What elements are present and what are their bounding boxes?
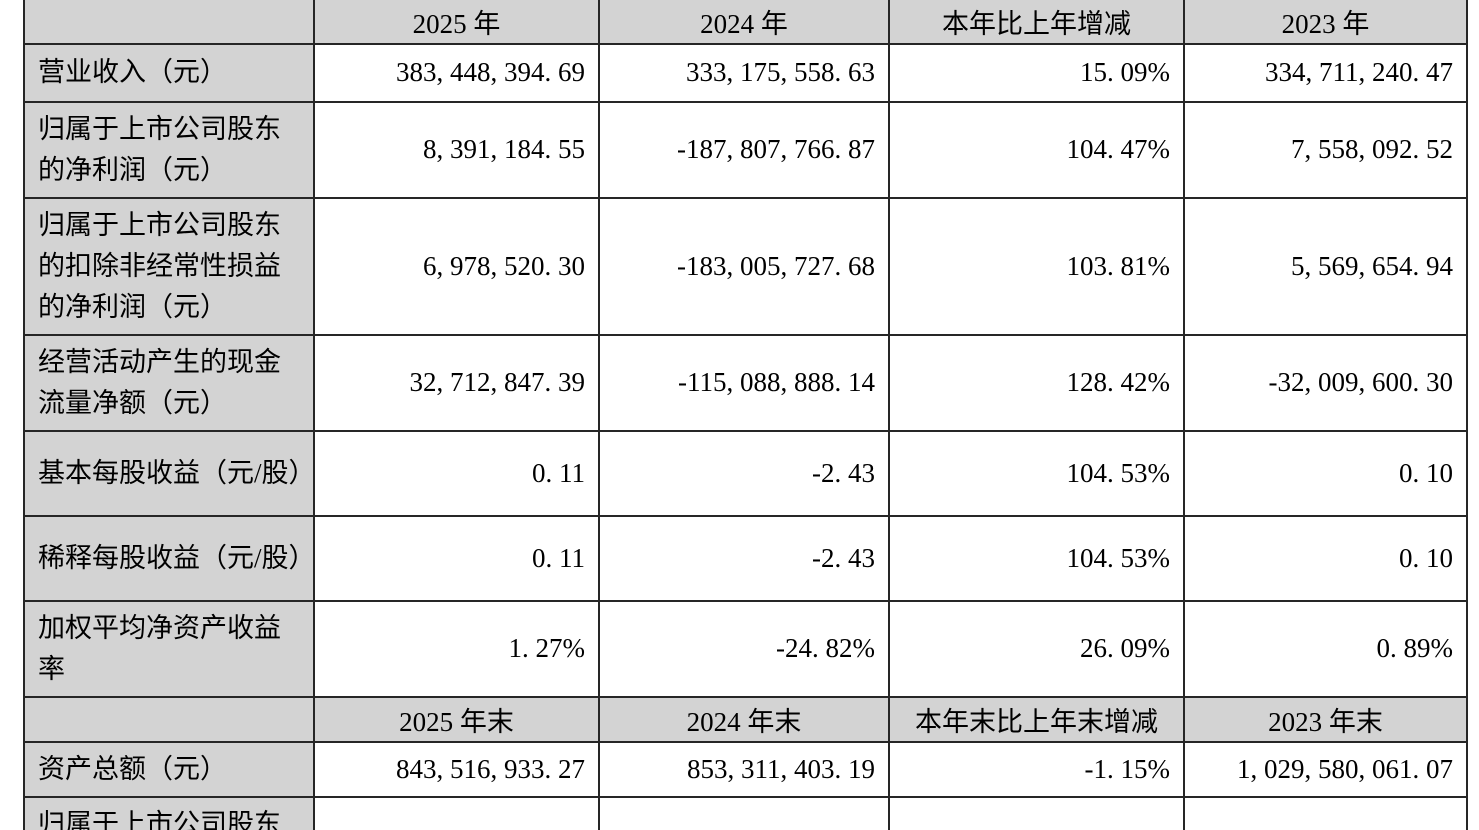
value-cell-2025: 843, 516, 933. 27 <box>313 741 600 799</box>
row-label-cell: 归属于上市公司股东的净利润（元） <box>23 100 315 200</box>
header-col-2024: 2024 年 <box>598 0 890 45</box>
value-cell-change: -1. 15% <box>888 741 1185 799</box>
table-row-revenue: 营业收入（元） 383, 448, 394. 69 333, 175, 558.… <box>23 43 1468 103</box>
row-label-cell: 营业收入（元） <box>23 43 315 103</box>
header-col-2023: 2023 年 <box>1183 0 1468 45</box>
value-cell-2025: 1. 27% <box>313 600 600 699</box>
value-cell-2023: 334, 711, 240. 47 <box>1183 43 1468 103</box>
value-cell-2024: -2. 43 <box>598 515 890 603</box>
corner-cell-blank <box>23 0 315 45</box>
header-col-yoy-change: 本年比上年增减 <box>888 0 1185 45</box>
value-cell-2023: 852, 249, 004. 42 <box>1183 796 1468 830</box>
row-label-cell: 归属于上市公司股东的净资产（元） <box>23 796 315 830</box>
table-header-period-row: 2025 年 2024 年 本年比上年增减 2023 年 <box>23 0 1468 45</box>
table-row-net-assets: 归属于上市公司股东的净资产（元） 667, 040, 857. 77 661, … <box>23 796 1468 830</box>
value-cell-2025: 383, 448, 394. 69 <box>313 43 600 103</box>
table-row-operating-cash-flow: 经营活动产生的现金流量净额（元） 32, 712, 847. 39 -115, … <box>23 334 1468 433</box>
value-cell-2024: 661, 042, 689. 91 <box>598 796 890 830</box>
value-cell-2025: 32, 712, 847. 39 <box>313 334 600 433</box>
value-cell-2024: 853, 311, 403. 19 <box>598 741 890 799</box>
row-label-cell: 加权平均净资产收益率 <box>23 600 315 699</box>
financial-summary-table: 2025 年 2024 年 本年比上年增减 2023 年 营业收入（元） 383… <box>23 0 1468 830</box>
value-cell-change: 103. 81% <box>888 197 1185 337</box>
row-label-cell: 经营活动产生的现金流量净额（元） <box>23 334 315 433</box>
value-cell-2025: 0. 11 <box>313 430 600 518</box>
value-cell-2024: -2. 43 <box>598 430 890 518</box>
value-cell-2023: 1, 029, 580, 061. 07 <box>1183 741 1468 799</box>
header-col-2023-eop: 2023 年末 <box>1183 696 1468 744</box>
value-cell-2023: 5, 569, 654. 94 <box>1183 197 1468 337</box>
value-cell-2024: -183, 005, 727. 68 <box>598 197 890 337</box>
table-row-diluted-eps: 稀释每股收益（元/股） 0. 11 -2. 43 104. 53% 0. 10 <box>23 515 1468 603</box>
value-cell-2023: 0. 10 <box>1183 430 1468 518</box>
row-label-cell: 资产总额（元） <box>23 741 315 799</box>
table-header-eop-row: 2025 年末 2024 年末 本年末比上年末增减 2023 年末 <box>23 696 1468 744</box>
value-cell-change: 104. 47% <box>888 100 1185 200</box>
value-cell-2024: -187, 807, 766. 87 <box>598 100 890 200</box>
row-label-cell: 基本每股收益（元/股） <box>23 430 315 518</box>
value-cell-change: 104. 53% <box>888 430 1185 518</box>
header-col-2025: 2025 年 <box>313 0 600 45</box>
row-label-cell: 归属于上市公司股东的扣除非经常性损益的净利润（元） <box>23 197 315 337</box>
table-row-net-profit: 归属于上市公司股东的净利润（元） 8, 391, 184. 55 -187, 8… <box>23 100 1468 200</box>
header-col-2025-eop: 2025 年末 <box>313 696 600 744</box>
value-cell-2025: 6, 978, 520. 30 <box>313 197 600 337</box>
header-col-eop-change: 本年末比上年末增减 <box>888 696 1185 744</box>
value-cell-2025: 667, 040, 857. 77 <box>313 796 600 830</box>
value-cell-2023: 0. 89% <box>1183 600 1468 699</box>
value-cell-2024: -24. 82% <box>598 600 890 699</box>
value-cell-2023: 0. 10 <box>1183 515 1468 603</box>
value-cell-change: 0. 91% <box>888 796 1185 830</box>
value-cell-change: 26. 09% <box>888 600 1185 699</box>
value-cell-change: 15. 09% <box>888 43 1185 103</box>
value-cell-2024: 333, 175, 558. 63 <box>598 43 890 103</box>
table-row-total-assets: 资产总额（元） 843, 516, 933. 27 853, 311, 403.… <box>23 741 1468 799</box>
table-row-net-profit-excl-nonrecurring: 归属于上市公司股东的扣除非经常性损益的净利润（元） 6, 978, 520. 3… <box>23 197 1468 337</box>
corner-cell-blank <box>23 696 315 744</box>
value-cell-2024: -115, 088, 888. 14 <box>598 334 890 433</box>
table-row-weighted-avg-roe: 加权平均净资产收益率 1. 27% -24. 82% 26. 09% 0. 89… <box>23 600 1468 699</box>
row-label-cell: 稀释每股收益（元/股） <box>23 515 315 603</box>
value-cell-2025: 8, 391, 184. 55 <box>313 100 600 200</box>
value-cell-2025: 0. 11 <box>313 515 600 603</box>
value-cell-change: 104. 53% <box>888 515 1185 603</box>
table-row-basic-eps: 基本每股收益（元/股） 0. 11 -2. 43 104. 53% 0. 10 <box>23 430 1468 518</box>
header-col-2024-eop: 2024 年末 <box>598 696 890 744</box>
value-cell-2023: 7, 558, 092. 52 <box>1183 100 1468 200</box>
value-cell-change: 128. 42% <box>888 334 1185 433</box>
value-cell-2023: -32, 009, 600. 30 <box>1183 334 1468 433</box>
